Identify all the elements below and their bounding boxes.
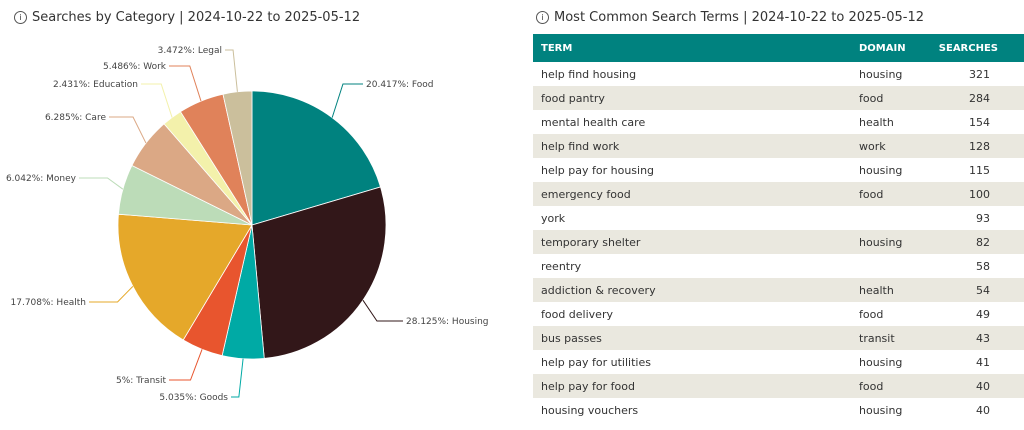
leader-line-care bbox=[109, 116, 147, 144]
searches-cell: 49 bbox=[976, 307, 990, 321]
table-row[interactable]: housing vouchers housing 40 bbox=[533, 398, 1024, 422]
slice-label-transit: 5%: Transit bbox=[116, 376, 166, 386]
slice-label-housing: 28.125%: Housing bbox=[406, 317, 489, 327]
searches-cell: 93 bbox=[976, 211, 990, 225]
leader-line-housing bbox=[362, 299, 403, 322]
term-cell: emergency food bbox=[541, 187, 631, 201]
domain-cell: health bbox=[859, 115, 894, 129]
pie-slice-food[interactable] bbox=[251, 90, 381, 226]
searches-cell: 40 bbox=[976, 379, 990, 393]
term-cell: help pay for housing bbox=[541, 163, 655, 177]
domain-cell bbox=[851, 254, 929, 278]
term-cell: reentry bbox=[541, 259, 582, 273]
term-cell: bus passes bbox=[541, 331, 602, 345]
table-row[interactable]: help find work work 128 bbox=[533, 134, 1024, 158]
searches-cell: 321 bbox=[969, 67, 990, 81]
info-icon[interactable]: i bbox=[14, 11, 27, 24]
leader-line-goods bbox=[231, 358, 244, 398]
domain-cell: housing bbox=[859, 67, 903, 81]
searches-cell: 154 bbox=[969, 115, 990, 129]
slice-label-health: 17.708%: Health bbox=[11, 298, 87, 308]
term-cell: temporary shelter bbox=[541, 235, 641, 249]
leader-line-education bbox=[141, 83, 173, 118]
column-header-searches[interactable]: SEARCHES bbox=[929, 34, 1024, 62]
table-row[interactable]: help pay for housing housing 115 bbox=[533, 158, 1024, 182]
term-cell: food pantry bbox=[541, 91, 605, 105]
domain-cell: work bbox=[859, 139, 886, 153]
table-row[interactable]: mental health care health 154 bbox=[533, 110, 1024, 134]
leader-line-legal bbox=[225, 49, 238, 92]
slice-label-legal: 3.472%: Legal bbox=[158, 46, 222, 56]
leader-line-money bbox=[79, 177, 124, 190]
table-body: help find housing housing 321 food pantry fo… bbox=[533, 62, 1024, 422]
domain-cell: housing bbox=[859, 355, 903, 369]
searches-cell: 43 bbox=[976, 331, 990, 345]
table-row[interactable]: reentry 58 bbox=[533, 254, 1024, 278]
pie-title-text: Searches by Category | 2024-10-22 to 202… bbox=[32, 10, 361, 25]
table-header-row: TERM DOMAIN SEARCHES bbox=[533, 34, 1024, 62]
search-terms-table: TERM DOMAIN SEARCHES help find housing ho… bbox=[533, 34, 1024, 422]
term-cell: york bbox=[541, 211, 566, 225]
table-row[interactable]: bus passes transit 43 bbox=[533, 326, 1024, 350]
searches-cell: 128 bbox=[969, 139, 990, 153]
term-cell: help find housing bbox=[541, 67, 637, 81]
searches-cell: 54 bbox=[976, 283, 990, 297]
pie-panel-title: i Searches by Category | 2024-10-22 to 20… bbox=[14, 10, 360, 25]
searches-cell: 40 bbox=[976, 403, 990, 417]
term-cell: help find work bbox=[541, 139, 620, 153]
slice-label-education: 2.431%: Education bbox=[53, 80, 138, 90]
slice-label-work: 5.486%: Work bbox=[103, 62, 167, 72]
term-cell: help pay for food bbox=[541, 379, 635, 393]
slice-label-goods: 5.035%: Goods bbox=[159, 393, 228, 403]
leader-line-work bbox=[169, 65, 202, 102]
term-cell: mental health care bbox=[541, 115, 646, 129]
searches-cell: 82 bbox=[976, 235, 990, 249]
searches-cell: 41 bbox=[976, 355, 990, 369]
leader-line-transit bbox=[169, 349, 203, 381]
leader-line-food bbox=[331, 83, 363, 118]
domain-cell: food bbox=[859, 379, 884, 393]
domain-cell: housing bbox=[859, 163, 903, 177]
column-header-term[interactable]: TERM bbox=[533, 34, 851, 62]
term-cell: housing vouchers bbox=[541, 403, 639, 417]
domain-cell: housing bbox=[859, 235, 903, 249]
table-row[interactable]: emergency food food 100 bbox=[533, 182, 1024, 206]
info-icon[interactable]: i bbox=[536, 11, 549, 24]
pie-chart: 20.417%: Food 28.125%: Housing 5.035%: Goo… bbox=[6, 46, 489, 403]
term-cell: help pay for utilities bbox=[541, 355, 651, 369]
table-panel-title: i Most Common Search Terms | 2024-10-22 t… bbox=[536, 10, 924, 25]
table-row[interactable]: addiction & recovery health 54 bbox=[533, 278, 1024, 302]
table-row[interactable]: temporary shelter housing 82 bbox=[533, 230, 1024, 254]
term-cell: addiction & recovery bbox=[541, 283, 656, 297]
pie-slice-housing[interactable] bbox=[251, 186, 387, 359]
table-row[interactable]: help find housing housing 321 bbox=[533, 62, 1024, 86]
searches-cell: 115 bbox=[969, 163, 990, 177]
searches-cell: 284 bbox=[969, 91, 990, 105]
leader-line-health bbox=[89, 286, 134, 303]
domain-cell: food bbox=[859, 187, 884, 201]
term-cell: food delivery bbox=[541, 307, 613, 321]
table-row[interactable]: food pantry food 284 bbox=[533, 86, 1024, 110]
table-row[interactable]: york 93 bbox=[533, 206, 1024, 230]
table-row[interactable]: help pay for food food 40 bbox=[533, 374, 1024, 398]
domain-cell bbox=[851, 206, 929, 230]
slice-label-money: 6.042%: Money bbox=[6, 174, 77, 184]
domain-cell: housing bbox=[859, 403, 903, 417]
searches-cell: 58 bbox=[976, 259, 990, 273]
domain-cell: transit bbox=[859, 331, 895, 345]
slice-label-food: 20.417%: Food bbox=[366, 80, 434, 90]
table-title-text: Most Common Search Terms | 2024-10-22 to… bbox=[554, 10, 924, 25]
searches-cell: 100 bbox=[969, 187, 990, 201]
search-terms-table-container: TERM DOMAIN SEARCHES help find housing ho… bbox=[533, 34, 1024, 422]
domain-cell: food bbox=[859, 91, 884, 105]
domain-cell: food bbox=[859, 307, 884, 321]
table-row[interactable]: food delivery food 49 bbox=[533, 302, 1024, 326]
table-row[interactable]: help pay for utilities housing 41 bbox=[533, 350, 1024, 374]
slice-label-care: 6.285%: Care bbox=[45, 113, 107, 123]
column-header-domain[interactable]: DOMAIN bbox=[851, 34, 929, 62]
domain-cell: health bbox=[859, 283, 894, 297]
